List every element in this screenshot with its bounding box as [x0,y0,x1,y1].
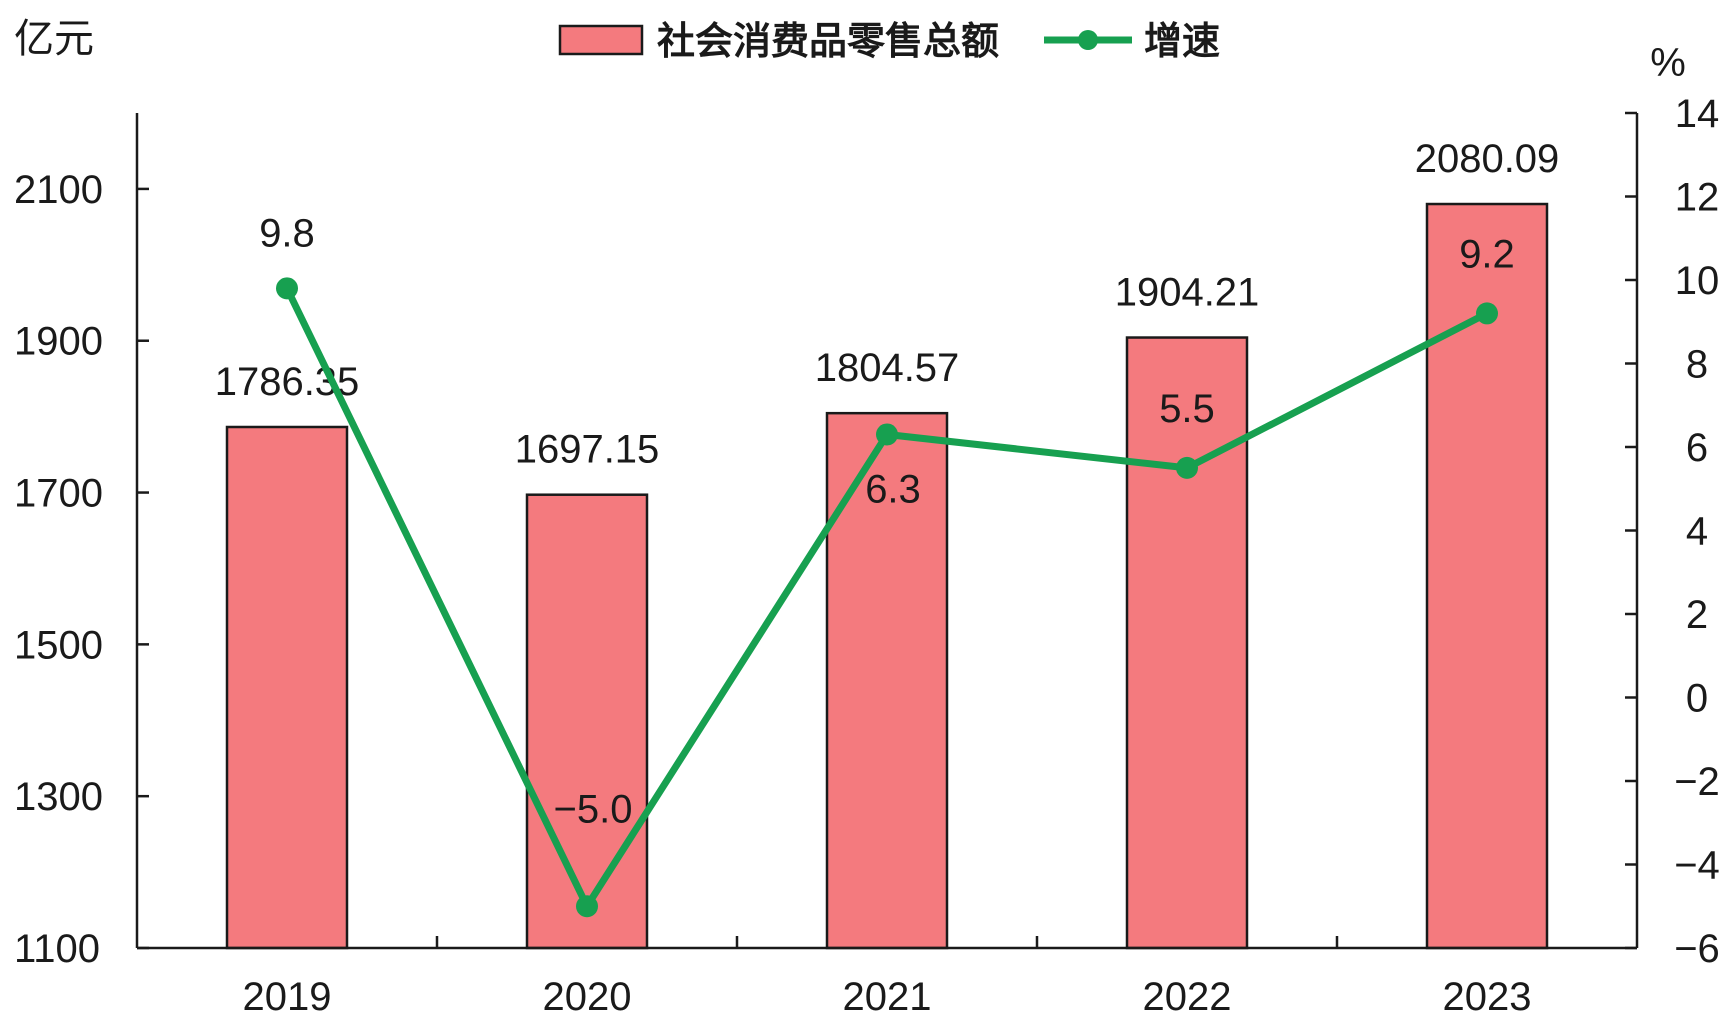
right-axis-tick-label: 8 [1686,343,1708,387]
right-axis-tick-label: 2 [1686,593,1708,637]
growth-rate-point [876,423,898,446]
right-axis-tick-label: 0 [1686,677,1708,721]
left-axis-tick-label: 1900 [14,320,103,364]
legend-line-marker [1078,30,1098,50]
right-axis-tick-label: −2 [1674,760,1720,804]
x-axis-tick-label: 2021 [843,975,932,1019]
x-axis-tick-label: 2023 [1443,975,1532,1019]
right-axis-tick-label: −6 [1674,927,1720,971]
x-axis-tick-label: 2022 [1143,975,1232,1019]
x-axis-tick-label: 2019 [243,975,332,1019]
bar-value-label: 1804.57 [815,346,960,390]
left-axis-tick-label: 1500 [14,623,103,667]
bar [525,493,649,950]
plot-area: 1100 1300 1500 1700 1900 2100 −6 −4 −2 0 2 4 6 8 10 12 1… [14,92,1720,1019]
growth-rate-label: −5.0 [554,787,633,831]
bar-value-label: 1904.21 [1115,271,1260,315]
bar-value-label: 1697.15 [515,428,660,472]
growth-rate-label: 9.2 [1459,232,1515,276]
right-axis-tick-label: 4 [1686,510,1708,554]
legend-bar-label: 社会消费品零售总额 [657,21,999,63]
x-axis-tick-label: 2020 [543,975,632,1019]
legend-line-label: 增速 [1144,21,1220,63]
right-axis-unit-label: % [1650,41,1686,85]
left-axis-tick-label: 2100 [14,168,103,212]
growth-rate-point [1176,456,1198,479]
legend: 社会消费品零售总额 增速 [558,21,1220,63]
left-axis-tick-label: 1300 [14,775,103,819]
right-axis-tick-label: −4 [1674,844,1720,888]
right-axis-tick-label: 12 [1675,176,1720,220]
bar [1425,202,1549,950]
left-axis-tick-label: 1700 [14,472,103,516]
growth-rate-point [1476,302,1498,325]
bar [225,425,349,950]
bar-value-label: 2080.09 [1415,137,1560,181]
left-axis-unit-label: 亿元 [14,17,94,61]
legend-bar-swatch [558,24,644,56]
growth-rate-point [576,895,598,918]
growth-rate-label: 5.5 [1159,387,1215,431]
growth-rate-label: 9.8 [259,211,315,255]
right-axis-tick-label: 10 [1675,259,1720,303]
bar [1125,336,1249,950]
growth-rate-point [276,277,298,300]
left-axis-tick-label: 1100 [14,927,100,971]
right-axis-tick-label: 14 [1675,92,1720,136]
right-axis-tick-label: 6 [1686,426,1708,470]
growth-rate-label: 6.3 [865,467,921,511]
